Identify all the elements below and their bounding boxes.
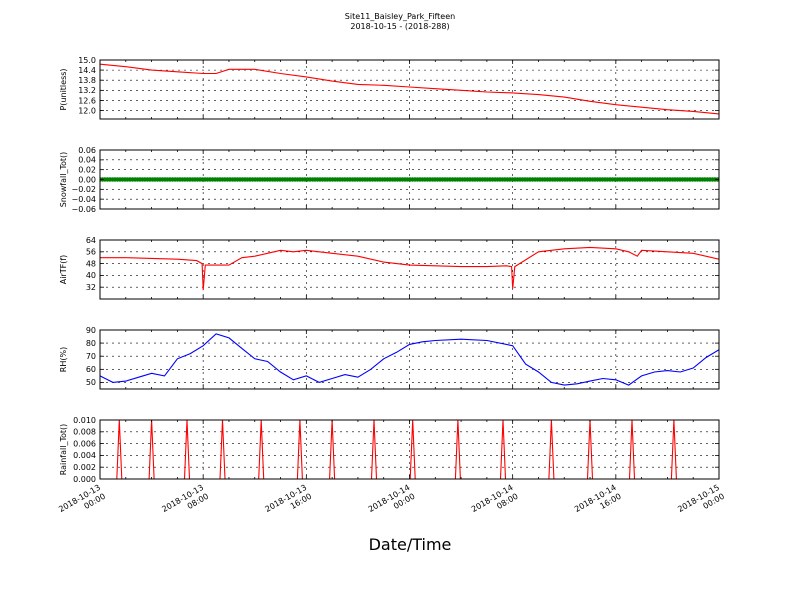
- series: [100, 420, 719, 479]
- y-tick-label: 0.000: [73, 475, 96, 484]
- y-axis-label: AirTF(f): [59, 255, 68, 285]
- y-tick-label: 40: [86, 271, 96, 280]
- y-ticks: 12.012.613.213.814.415.0: [78, 56, 719, 115]
- y-axis-label: Rainfall_Tot(): [59, 424, 68, 476]
- grid: [100, 420, 719, 479]
- plot-frame: [99, 239, 720, 300]
- x-ticks: [99, 420, 720, 479]
- y-tick-label: 50: [86, 378, 96, 387]
- grid: [100, 240, 719, 299]
- y-axis-label: Snowfall_Tot(): [59, 152, 68, 208]
- y-tick-label: 0.010: [73, 416, 96, 425]
- y-ticks: 50 60 70 80 90: [86, 326, 719, 387]
- series-line: [100, 63, 719, 115]
- chart-subtitle: 2018-10-15 - (2018-288): [350, 22, 449, 31]
- y-axis-label: RH(%): [59, 347, 68, 372]
- plot-frame: [99, 419, 720, 480]
- series: [100, 333, 719, 386]
- series-line: [100, 333, 719, 386]
- chart-title: Site11_Baisley_Park_Fifteen: [345, 12, 455, 21]
- plot-frame: [99, 59, 720, 120]
- y-tick-label: 64: [86, 236, 96, 245]
- y-tick-label: 80: [86, 339, 96, 348]
- y-tick-label: 15.0: [78, 56, 96, 65]
- x-ticks: [99, 240, 720, 299]
- y-tick-label: 0.008: [73, 428, 96, 437]
- y-ticks: −0.06−0.04−0.020.000.020.040.06: [71, 146, 719, 214]
- plot-frame: [99, 329, 720, 390]
- y-axis-label: P(unitless): [59, 68, 68, 110]
- panel-3: 32 40 48 56 64 AirTF(f): [59, 236, 720, 300]
- series-line: [100, 420, 719, 479]
- x-ticks: [99, 330, 720, 389]
- panel-4: 50 60 70 80 90 RH(%): [59, 326, 720, 390]
- y-tick-label: 0.002: [73, 463, 96, 472]
- y-tick-label: 0.06: [78, 146, 96, 155]
- y-tick-label: 14.4: [78, 66, 96, 75]
- panel-1: 12.012.613.213.814.415.0 P(unitless): [59, 56, 720, 120]
- panel-5: 0.000 0.002 0.004 0.006 0.008 0.010 Rainfall_T…: [59, 416, 720, 484]
- y-tick-label: 32: [86, 283, 96, 292]
- x-ticks: [99, 60, 720, 119]
- panel-2: −0.06−0.04−0.020.000.020.040.06Snowfall_…: [59, 146, 720, 214]
- y-tick-label: 13.8: [78, 76, 96, 85]
- y-tick-label: 60: [86, 365, 96, 374]
- grid: [100, 60, 719, 119]
- series: [100, 246, 719, 291]
- y-tick-label: 48: [86, 259, 96, 268]
- grid: [100, 330, 719, 389]
- y-tick-label: 70: [86, 352, 96, 361]
- series-line: [100, 246, 719, 291]
- y-tick-label: 0.004: [73, 451, 96, 460]
- y-tick-label: 13.2: [78, 86, 96, 95]
- y-ticks: 32 40 48 56 64: [86, 236, 719, 292]
- y-tick-label: 12.6: [78, 96, 96, 105]
- series: [100, 177, 719, 182]
- y-tick-label: 0.00: [78, 175, 96, 184]
- y-tick-label: 0.02: [78, 166, 96, 175]
- y-tick-label: 0.006: [73, 439, 96, 448]
- y-tick-label: 90: [86, 326, 96, 335]
- y-tick-label: 12.0: [78, 106, 96, 115]
- y-tick-label: 56: [86, 248, 96, 257]
- y-ticks: 0.000 0.002 0.004 0.006 0.008 0.010: [73, 416, 719, 484]
- x-ticks: [99, 150, 720, 209]
- y-tick-label: −0.06: [71, 205, 96, 214]
- x-axis-label: Date/Time: [369, 535, 452, 554]
- series: [100, 63, 719, 115]
- y-tick-label: −0.02: [71, 185, 96, 194]
- y-tick-label: −0.04: [71, 195, 96, 204]
- y-tick-label: 0.04: [78, 156, 96, 165]
